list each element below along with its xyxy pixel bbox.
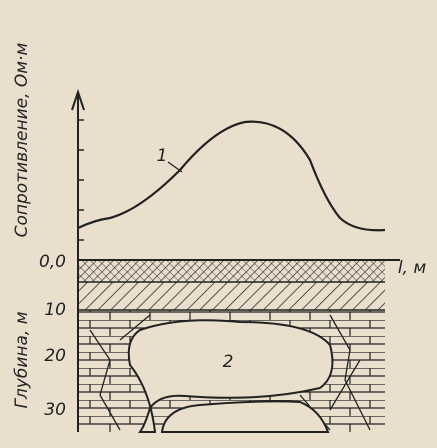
depth-label: Глубина, м (12, 311, 32, 408)
cavity-label: 2 (223, 352, 234, 372)
curve-label: 1 (157, 146, 168, 166)
cavity (127, 319, 334, 433)
axis-ticks (78, 119, 84, 241)
cavity (160, 400, 330, 433)
distance-label: l, м (398, 258, 427, 278)
depth-tick: 30 (44, 400, 66, 420)
depth-tick: 0,0 (39, 252, 66, 272)
axis-arrow (71, 88, 85, 111)
clay-layer (78, 282, 385, 310)
cracks (89, 314, 371, 431)
resistance-label: Сопротивление, Ом·м (12, 42, 32, 237)
resistivity-curve (77, 120, 386, 232)
soil-layer (78, 260, 385, 282)
depth-tick: 20 (44, 346, 66, 366)
leader-line (167, 161, 183, 173)
depth-tick: 10 (44, 300, 66, 320)
